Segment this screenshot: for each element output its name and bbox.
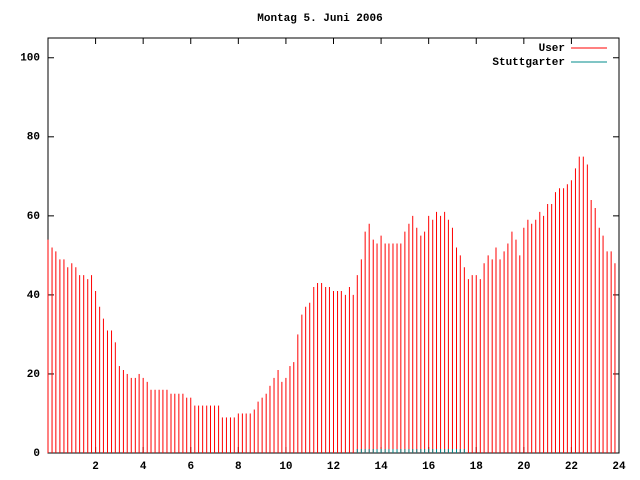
- y-tick-label: 80: [27, 132, 40, 144]
- x-tick-label: 16: [422, 461, 435, 473]
- legend-label: Stuttgarter: [492, 57, 565, 69]
- x-tick-label: 2: [92, 461, 99, 473]
- x-tick-label: 14: [374, 461, 388, 473]
- x-tick-label: 8: [235, 461, 242, 473]
- y-tick-label: 20: [27, 369, 40, 381]
- x-tick-label: 4: [140, 461, 147, 473]
- x-tick-label: 10: [279, 461, 292, 473]
- x-tick-label: 20: [517, 461, 530, 473]
- y-tick-label: 60: [27, 211, 40, 223]
- x-tick-label: 18: [470, 461, 484, 473]
- x-tick-label: 6: [187, 461, 194, 473]
- legend-label: User: [539, 43, 565, 55]
- y-tick-label: 100: [20, 53, 40, 65]
- x-tick-label: 24: [612, 461, 626, 473]
- x-tick-label: 12: [327, 461, 340, 473]
- chart-title: Montag 5. Juni 2006: [257, 13, 382, 25]
- y-tick-label: 40: [27, 290, 40, 302]
- y-tick-label: 0: [33, 448, 40, 460]
- x-tick-label: 22: [565, 461, 578, 473]
